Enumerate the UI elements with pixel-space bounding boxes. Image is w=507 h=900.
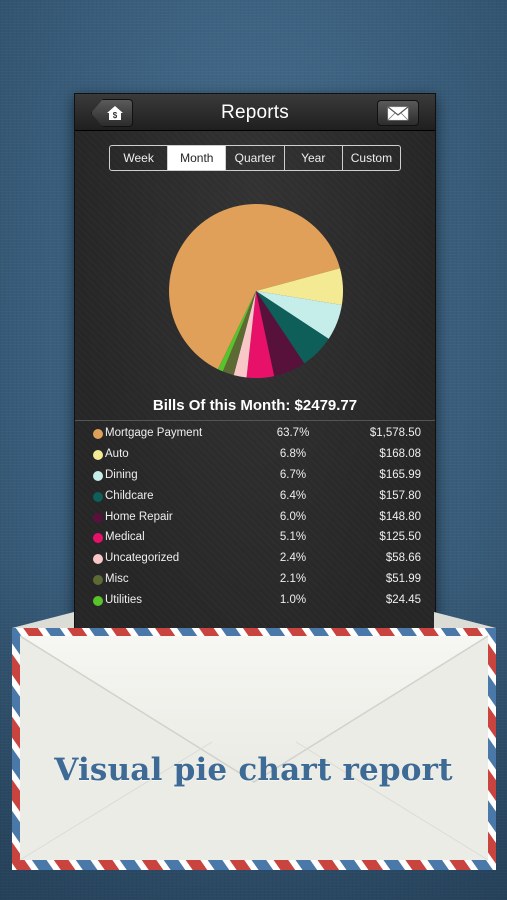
legend-color-dot: [93, 429, 103, 439]
pie-slice-home-repair[interactable]: [256, 291, 305, 377]
legend-amount: $58.66: [385, 552, 421, 565]
pie-slice-uncategorized[interactable]: [233, 291, 256, 378]
legend-amount: $51.99: [385, 573, 421, 586]
legend-amount: $165.99: [379, 468, 421, 481]
legend-color-dot: [93, 470, 103, 481]
home-dollar-icon: $: [107, 106, 123, 120]
legend-percent: 2.4%: [279, 552, 307, 565]
legend-percent: 6.8%: [279, 447, 307, 460]
reports-screen: $ Reports Week Month Quarter Year Custom Bil…: [74, 93, 436, 735]
promo-caption: Visual pie chart report: [54, 752, 453, 788]
legend-name: Utilities: [105, 594, 143, 607]
segment-year[interactable]: Year: [285, 146, 343, 170]
legend-percent: 63.7%: [276, 427, 310, 439]
legend-row[interactable]: Auto 6.8% $168.08: [91, 445, 421, 466]
legend-color-dot: [93, 512, 103, 523]
nav-bar: $ Reports: [75, 94, 435, 131]
pie-slice-auto[interactable]: [256, 268, 344, 306]
segment-quarter[interactable]: Quarter: [226, 146, 285, 170]
legend-amount: $157.80: [379, 489, 421, 502]
legend-name: Childcare: [105, 489, 154, 502]
legend-color-dot: [93, 575, 103, 586]
legend-percent: 1.0%: [279, 594, 307, 607]
legend-percent: 6.7%: [279, 468, 307, 481]
divider: [75, 420, 435, 421]
email-button[interactable]: [377, 100, 419, 126]
legend-color-dot: [93, 596, 103, 607]
legend-amount: $168.08: [379, 447, 421, 460]
pie-slice-misc[interactable]: [222, 291, 256, 376]
page-title: Reports: [221, 102, 289, 123]
legend-row[interactable]: Childcare 6.4% $157.80: [91, 487, 421, 508]
legend-amount: $125.50: [379, 531, 421, 544]
legend-percent: 2.1%: [279, 573, 307, 586]
legend-name: Auto: [105, 447, 129, 460]
legend-color-dot: [93, 554, 103, 565]
envelope-graphic: [12, 612, 496, 870]
pie-slice-utilities[interactable]: [217, 291, 256, 372]
bills-total: Bills Of this Month: $2479.77: [152, 397, 358, 414]
legend-amount: $148.80: [379, 510, 421, 523]
legend-row[interactable]: Mortgage Payment 63.7% $1,578.50: [91, 424, 421, 445]
legend-percent: 5.1%: [279, 531, 307, 544]
pie-slice-dining[interactable]: [256, 291, 342, 339]
legend-row[interactable]: Misc 2.1% $51.99: [91, 570, 421, 591]
legend-row[interactable]: Dining 6.7% $165.99: [91, 466, 421, 487]
legend-name: Uncategorized: [105, 552, 180, 565]
legend-percent: 6.4%: [279, 489, 307, 502]
pie-slice-mortgage-payment[interactable]: [169, 204, 340, 370]
legend-row[interactable]: Utilities 1.0% $24.45: [91, 591, 421, 612]
pie-chart: [169, 204, 344, 378]
legend-row[interactable]: Home Repair 6.0% $148.80: [91, 508, 421, 529]
legend-color-dot: [93, 533, 103, 544]
legend-row[interactable]: Medical 5.1% $125.50: [91, 528, 421, 549]
mail-icon: [387, 106, 409, 120]
legend-row[interactable]: Uncategorized 2.4% $58.66: [91, 549, 421, 570]
legend-name: Misc: [105, 573, 129, 586]
legend-list: Mortgage Payment 63.7% $1,578.50 Auto 6.8% $1…: [91, 424, 421, 612]
legend-name: Mortgage Payment: [105, 427, 203, 439]
period-segmented-control: Week Month Quarter Year Custom: [109, 145, 401, 171]
legend-percent: 6.0%: [279, 510, 307, 523]
legend-name: Medical: [105, 531, 145, 544]
legend-amount: $24.45: [385, 594, 421, 607]
pie-slice-medical[interactable]: [246, 291, 275, 378]
legend-name: Dining: [105, 468, 138, 481]
segment-custom[interactable]: Custom: [350, 151, 393, 165]
legend-color-dot: [93, 491, 103, 502]
legend-amount: $1,578.50: [369, 427, 421, 439]
segment-month[interactable]: Month: [168, 146, 227, 170]
pie-slice-childcare[interactable]: [256, 291, 329, 364]
legend-color-dot: [93, 449, 103, 460]
svg-text:$: $: [113, 111, 118, 120]
legend-name: Home Repair: [105, 510, 173, 523]
segment-week[interactable]: Week: [110, 146, 169, 170]
